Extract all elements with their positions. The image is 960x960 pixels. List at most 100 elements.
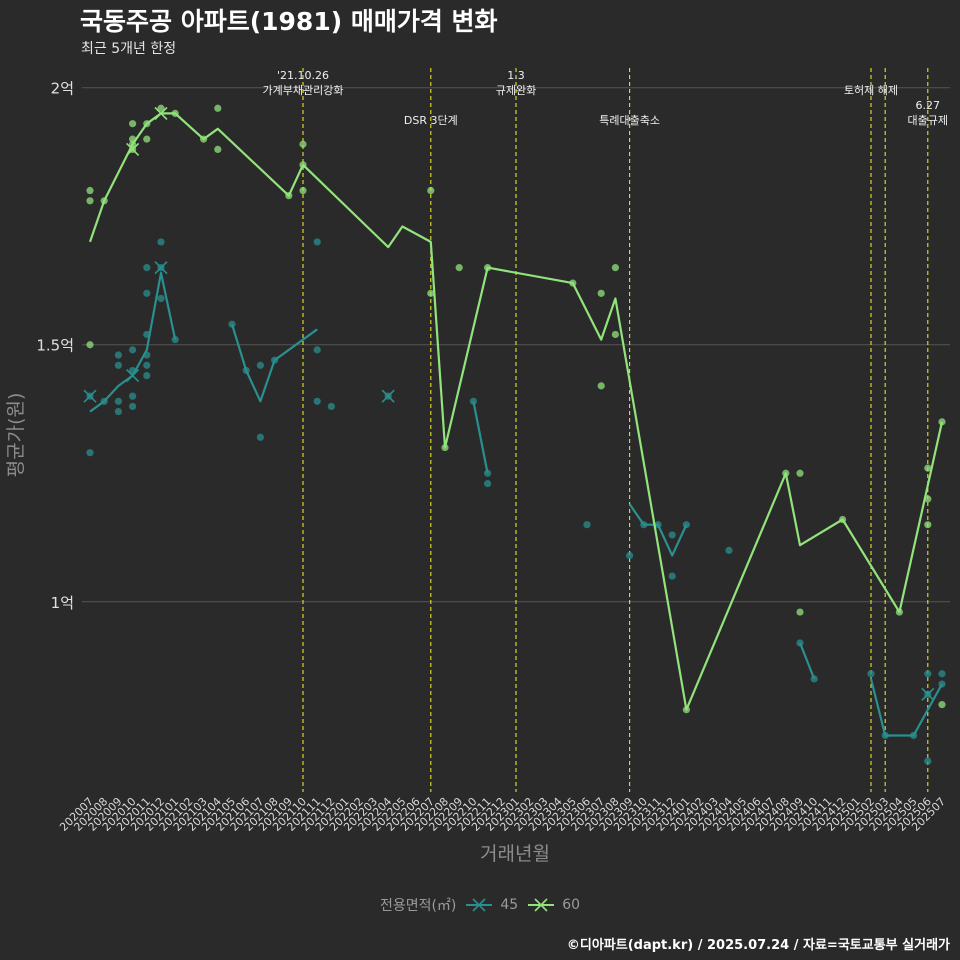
data-point-45: [129, 346, 137, 354]
data-point-45: [129, 392, 137, 400]
data-point-45: [143, 264, 151, 272]
data-point-60: [597, 289, 605, 297]
y-tick-label: 2억: [51, 80, 74, 98]
data-point-60: [299, 186, 307, 195]
data-point-60: [143, 135, 151, 143]
event-label: 특례대출축소: [599, 114, 660, 127]
data-point-60: [299, 140, 307, 148]
data-point-45: [256, 433, 264, 441]
data-point-45: [484, 479, 492, 488]
series-line-45: [89, 271, 177, 413]
cross-marker-45: [921, 687, 935, 701]
data-point-45: [313, 346, 321, 354]
data-point-45: [313, 238, 321, 246]
cross-marker-45: [126, 369, 140, 383]
data-point-60: [157, 104, 165, 112]
data-point-60: [86, 197, 94, 205]
legend-key-45: 45: [464, 897, 518, 913]
data-point-60: [938, 418, 946, 426]
event-label: 규제완화: [496, 84, 536, 97]
data-point-45: [626, 551, 634, 560]
event-label: 가계부채관리강화: [263, 84, 344, 97]
y-tick-label: 1억: [51, 594, 74, 612]
y-tick-label: 1.5억: [36, 337, 74, 355]
data-point-60: [924, 521, 932, 529]
data-point-60: [611, 264, 620, 272]
data-point-60: [129, 120, 137, 128]
data-point-45: [228, 320, 236, 328]
data-point-45: [129, 402, 137, 411]
data-point-45: [327, 402, 335, 411]
x-axis-label: 거래년월: [480, 843, 550, 865]
legend: 전용면적(㎡) 45 60: [0, 895, 960, 915]
cross-marker-45: [154, 261, 168, 275]
y-tick-labels: 1억 1.5억 2억: [36, 80, 74, 612]
legend-key-60: 60: [526, 897, 580, 913]
data-point-45: [86, 449, 94, 457]
chart-title: 국동주공 아파트(1981) 매매가격 변화: [80, 7, 498, 36]
y-axis-label: 평균가(원): [5, 393, 27, 478]
data-point-60: [214, 145, 222, 153]
data-point-60: [427, 289, 435, 297]
data-point-45: [867, 670, 875, 678]
data-point-45: [171, 336, 179, 344]
data-point-45: [114, 351, 122, 359]
event-label: 대출규제: [908, 114, 948, 127]
cross-marker-45: [83, 389, 97, 403]
event-label: 토허제 해제: [844, 83, 898, 97]
legend-label-45: 45: [500, 897, 519, 913]
data-point-60: [611, 330, 620, 339]
data-point-45: [725, 546, 733, 554]
data-point-45: [469, 397, 477, 405]
data-point-45: [157, 294, 165, 303]
series-line-45: [628, 503, 688, 557]
data-point-45: [668, 531, 676, 539]
source-caption: ©디아파트(dapt.kr) / 2025.07.24 / 자료=국토교통부 실…: [566, 938, 950, 953]
event-label: DSR 3단계: [404, 114, 458, 127]
data-point-45: [157, 238, 165, 246]
series-line-45: [869, 678, 943, 737]
event-label: '21.10.26: [277, 69, 329, 82]
data-point-60: [86, 186, 94, 195]
event-lines: [302, 68, 929, 792]
event-label: 1.3: [507, 69, 525, 82]
data-point-60: [86, 341, 94, 349]
series-line-45: [230, 323, 318, 403]
data-point-60: [455, 264, 463, 272]
data-point-45: [583, 521, 591, 529]
data-point-60: [597, 382, 605, 390]
data-point-60: [214, 104, 222, 112]
event-label: 6.27: [916, 99, 941, 112]
data-point-45: [256, 361, 264, 369]
cross-markers: [83, 106, 935, 701]
series-line-45: [472, 401, 489, 474]
legend-swatch-60: [528, 898, 555, 912]
legend-title: 전용면적(㎡): [379, 898, 457, 914]
data-point-45: [924, 670, 932, 678]
chart-subtitle: 최근 5개년 한정: [81, 41, 177, 57]
data-point-45: [114, 361, 122, 369]
data-point-45: [114, 407, 122, 416]
legend-swatch-45: [466, 898, 493, 912]
data-point-45: [143, 289, 151, 297]
cross-marker-60: [154, 106, 168, 120]
data-point-45: [143, 371, 151, 380]
data-point-45: [313, 397, 321, 405]
data-point-45: [143, 361, 151, 369]
series-line-45: [798, 642, 816, 680]
data-point-60: [796, 608, 804, 616]
cross-marker-45: [381, 389, 395, 403]
data-point-60: [924, 464, 932, 472]
legend-label-60: 60: [562, 897, 581, 913]
cross-marker-60: [126, 142, 140, 156]
data-point-60: [796, 469, 804, 477]
data-point-45: [924, 757, 932, 765]
data-point-45: [938, 670, 946, 678]
data-point-60: [938, 701, 946, 709]
data-point-45: [668, 572, 676, 580]
data-point-45: [114, 397, 122, 405]
x-tick-labels: 2020072020082020092020102020112020122021…: [57, 795, 948, 834]
data-point-60: [427, 186, 435, 195]
